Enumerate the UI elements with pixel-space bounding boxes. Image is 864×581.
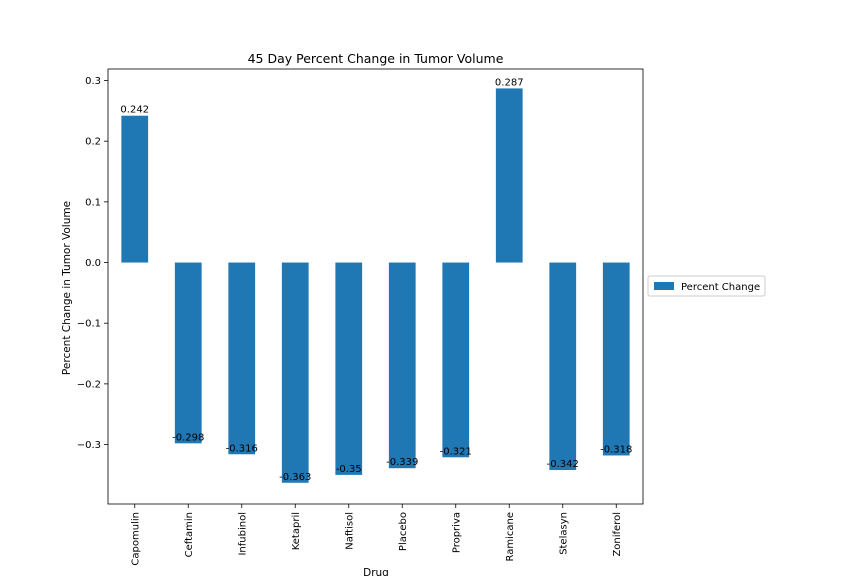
x-axis: Capomulin Ceftamin Infubinol Ketapril Naftis… [130,504,623,566]
bar [228,262,256,455]
x-tick-label: Zoniferol [612,512,623,557]
x-axis-label: Drug [363,567,389,576]
chart-title: 45 Day Percent Change in Tumor Volume [248,51,504,66]
data-label: -0.342 [547,459,579,470]
x-tick-label: Ceftamin [184,512,195,557]
legend-swatch [654,282,674,290]
x-tick-label: Infubinol [237,512,248,556]
x-tick-label: Naftisol [344,512,355,550]
data-label: -0.35 [336,464,362,475]
legend-frame [647,275,766,297]
bar [174,262,202,444]
bar [442,262,470,458]
y-tick-label: −0.1 [77,319,101,330]
bar [495,88,523,263]
data-label: 0.242 [120,105,149,116]
y-tick-label: 0.1 [85,197,101,208]
x-tick-label: Ramicane [505,512,516,562]
y-axis: 0.3 0.2 0.1 0.0 −0.1 −0.2 −0.3 [77,76,108,451]
bar [121,115,149,263]
data-label: 0.287 [495,77,524,88]
plot-area: 0.242 -0.298 -0.316 -0.363 -0.35 -0.339 -0.321… [120,77,632,483]
bar [549,262,577,471]
y-axis-label: Percent Change in Tumor Volume [61,201,73,375]
data-label: -0.363 [279,472,311,483]
data-label: -0.339 [386,457,418,468]
bar [281,262,309,483]
bar [335,262,363,475]
x-tick-label: Capomulin [130,512,141,566]
y-tick-label: −0.2 [77,379,101,390]
data-label: -0.321 [440,446,472,457]
y-tick-label: 0.0 [85,258,101,269]
y-tick-label: 0.2 [85,137,101,148]
plot-frame [107,68,644,505]
data-label: -0.318 [600,444,632,455]
y-tick-label: −0.3 [77,440,101,451]
x-tick-label: Placebo [398,512,409,551]
legend: Percent Change [647,275,766,297]
bar [388,262,416,469]
x-tick-label: Ketapril [291,512,302,550]
legend-label: Percent Change [681,282,760,293]
data-label: -0.298 [172,432,204,443]
y-tick-label: 0.3 [85,76,101,87]
x-tick-label: Propriva [451,512,462,553]
bar [602,262,630,456]
data-label: -0.316 [226,443,258,454]
x-tick-label: Stelasyn [558,512,569,555]
